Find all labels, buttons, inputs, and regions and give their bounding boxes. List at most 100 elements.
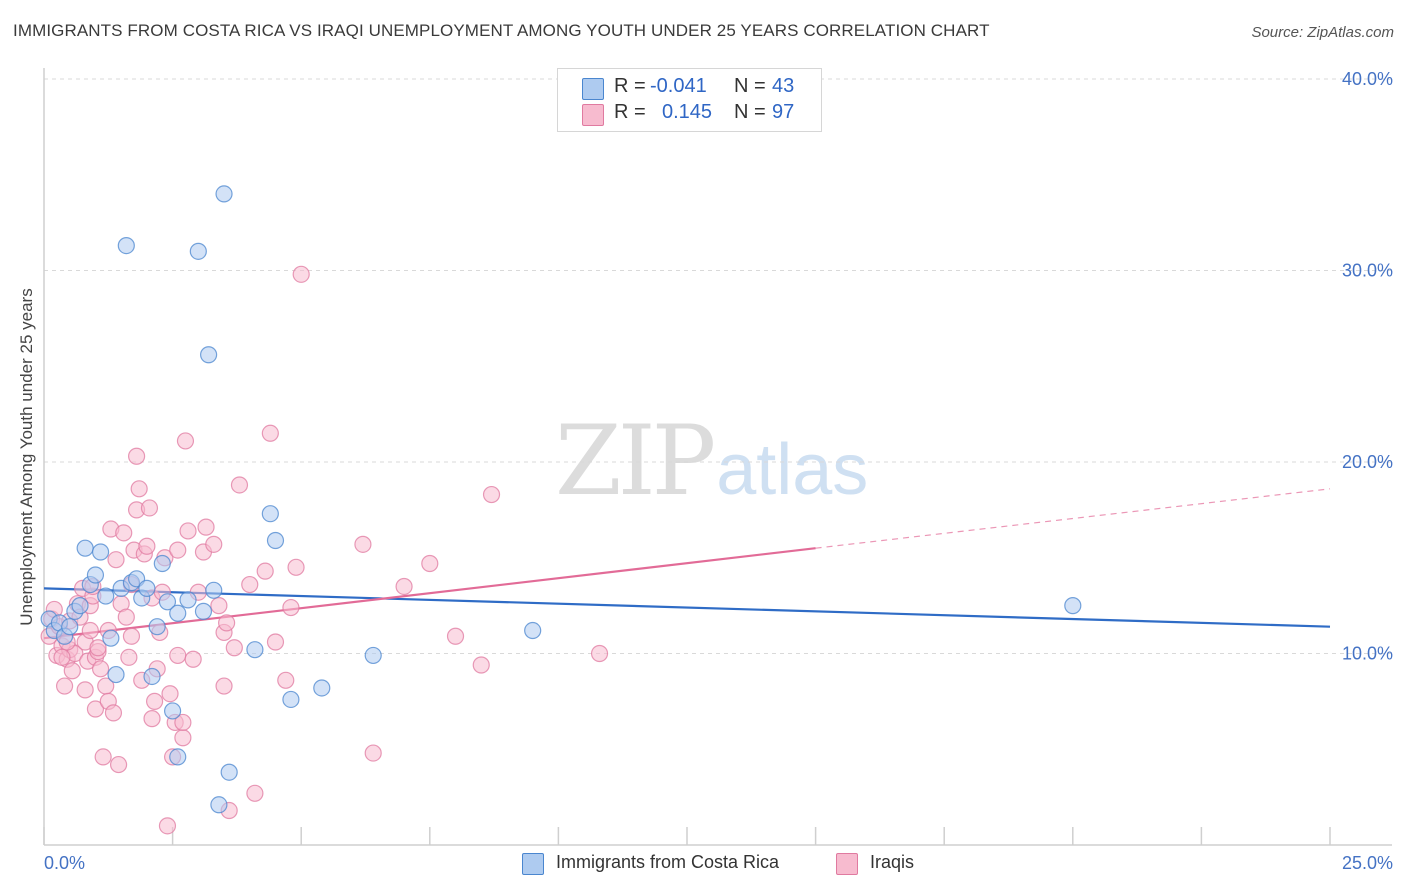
iraqis-point — [218, 614, 236, 632]
iraqis-point — [109, 755, 128, 774]
iraqis-point — [354, 535, 372, 553]
costa-rica-point — [153, 554, 171, 573]
costa-rica-point — [86, 566, 105, 584]
costa-rica-point — [215, 185, 233, 203]
costa-rica-point — [102, 629, 120, 647]
iraqis-point — [127, 447, 146, 465]
stats-legend: R = -0.041 N = 43 R = 0.145 N = 97 — [557, 68, 822, 132]
costa-rica-point — [210, 796, 228, 814]
costa-rica-point — [1064, 597, 1082, 615]
costa-rica-point — [158, 593, 177, 611]
costa-rica-point — [266, 531, 285, 550]
costa-rica-point — [148, 618, 166, 636]
costa-rica-point — [200, 346, 218, 364]
bottom-legend-swatch-blue — [522, 853, 544, 875]
iraqis-point — [91, 660, 110, 678]
axes — [43, 68, 1392, 846]
iraqis-point — [446, 627, 465, 645]
iraqis-point — [115, 524, 133, 542]
iraqis-point — [246, 784, 264, 802]
costa-rica-point — [524, 621, 542, 640]
iraqis-point — [86, 700, 105, 718]
legend-r-value: -0.041 — [650, 75, 707, 97]
bottom-legend-label: Iraqis — [870, 852, 915, 872]
costa-rica-point — [107, 665, 125, 684]
iraqis-point — [277, 671, 295, 689]
iraqis-point — [256, 562, 274, 580]
iraqis-point — [117, 608, 135, 626]
legend-r-value: 0.145 — [662, 101, 713, 123]
iraqis-point — [138, 537, 156, 555]
iraqis-point — [225, 639, 243, 657]
iraqis-point — [261, 424, 279, 442]
costa-rica-point — [61, 618, 79, 636]
iraqis-point — [230, 476, 249, 494]
costa-rica-point — [189, 242, 207, 260]
iraqis-point — [81, 621, 99, 640]
iraqis-point — [197, 518, 215, 536]
iraqis-point — [140, 499, 159, 517]
iraqis-point — [421, 554, 439, 573]
iraqis-point — [176, 432, 195, 450]
iraqis-point — [210, 597, 228, 615]
y-tick-label: 40.0% — [1342, 69, 1393, 89]
legend-swatch-blue — [582, 78, 604, 100]
costa-rica-trend-line — [43, 587, 1331, 628]
legend-n-label: N = — [734, 101, 766, 123]
iraqis-point — [122, 627, 141, 645]
legend-n-value: 43 — [772, 75, 795, 97]
source-label: Source: ZipAtlas.com — [1251, 24, 1394, 41]
bottom-legend-swatch-pink — [836, 853, 858, 875]
costa-rica-point — [71, 597, 89, 615]
y-tick-label: 20.0% — [1342, 452, 1393, 472]
costa-rica-point — [117, 237, 135, 255]
costa-rica-point — [164, 702, 182, 720]
data-points — [40, 185, 1082, 835]
costa-rica-point — [194, 602, 213, 620]
iraqis-point — [482, 485, 501, 504]
iraqis-point — [145, 692, 164, 710]
trend-lines — [43, 488, 1331, 640]
iraqis-trend-line — [43, 547, 816, 640]
iraqis-point — [287, 558, 305, 576]
iraqis-point — [179, 522, 197, 540]
legend-n-label: N = — [734, 75, 766, 97]
iraqis-point — [120, 648, 138, 666]
iraqis-trend-extension — [815, 488, 1331, 549]
costa-rica-point — [76, 539, 94, 557]
costa-rica-point — [169, 748, 187, 766]
legend-n-value: 97 — [772, 101, 795, 123]
iraqis-point — [266, 633, 285, 651]
iraqis-point — [143, 710, 161, 728]
iraqis-point — [292, 265, 310, 283]
bottom-legend-label: Immigrants from Costa Rica — [556, 852, 780, 872]
iraqis-point — [282, 598, 300, 617]
iraqis-point — [130, 480, 148, 498]
legend-r-label: R = — [614, 101, 646, 123]
costa-rica-point — [261, 505, 279, 523]
x-tick-label: 25.0% — [1342, 853, 1393, 873]
iraqis-point — [364, 744, 382, 762]
iraqis-point — [76, 681, 94, 699]
grid-lines — [44, 78, 1392, 654]
costa-rica-point — [282, 690, 300, 709]
costa-rica-point — [364, 646, 382, 665]
iraqis-point — [395, 577, 413, 596]
costa-rica-point — [91, 543, 110, 561]
iraqis-point — [215, 677, 233, 695]
iraqis-point — [89, 639, 107, 657]
iraqis-point — [158, 817, 177, 835]
x-tick-label: 0.0% — [44, 853, 85, 873]
iraqis-point — [107, 551, 125, 569]
y-tick-label: 30.0% — [1342, 261, 1393, 281]
iraqis-point — [590, 644, 609, 663]
costa-rica-point — [179, 591, 197, 609]
iraqis-point — [104, 704, 123, 722]
chart-title: IMMIGRANTS FROM COSTA RICA VS IRAQI UNEM… — [13, 21, 990, 40]
iraqis-point — [174, 729, 192, 747]
costa-rica-point — [205, 581, 223, 599]
iraqis-point — [205, 535, 223, 553]
iraqis-point — [241, 575, 259, 594]
iraqis-point — [169, 646, 187, 665]
